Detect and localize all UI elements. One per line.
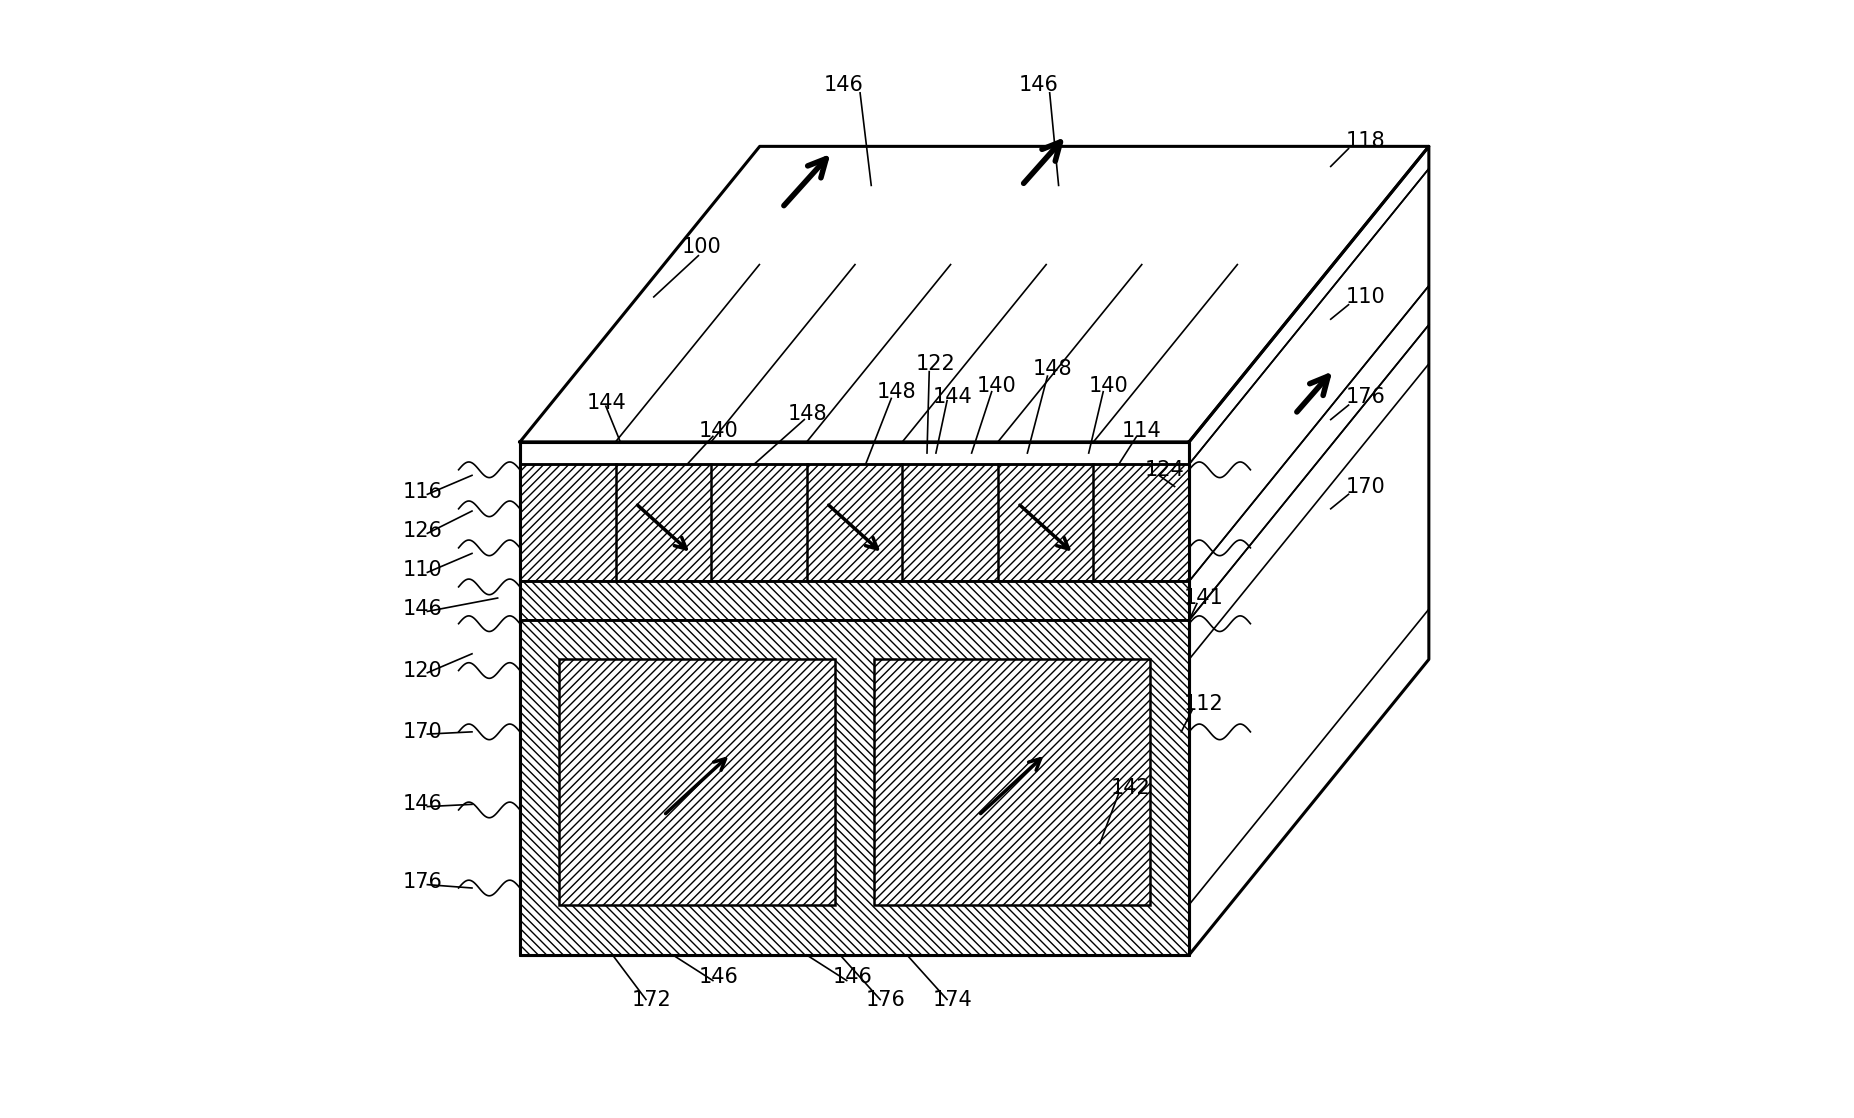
Polygon shape xyxy=(1188,146,1429,955)
Bar xyxy=(519,620,1188,955)
Text: 110: 110 xyxy=(402,560,443,580)
Text: 122: 122 xyxy=(916,353,955,373)
Bar xyxy=(873,660,1149,904)
Text: 124: 124 xyxy=(1144,459,1185,480)
Text: 144: 144 xyxy=(933,387,971,407)
Polygon shape xyxy=(519,442,1188,955)
Text: 116: 116 xyxy=(402,482,443,502)
Text: 174: 174 xyxy=(933,989,971,1010)
Text: 112: 112 xyxy=(1183,694,1224,714)
Polygon shape xyxy=(519,146,1429,442)
Text: 144: 144 xyxy=(588,392,627,413)
Text: 146: 146 xyxy=(699,967,738,987)
Text: 114: 114 xyxy=(1122,420,1162,440)
Text: 100: 100 xyxy=(682,237,721,257)
Text: 140: 140 xyxy=(977,376,1018,396)
Text: 120: 120 xyxy=(402,661,443,681)
Text: 118: 118 xyxy=(1346,131,1385,151)
Text: 176: 176 xyxy=(1346,387,1385,407)
Text: 142: 142 xyxy=(1111,778,1151,797)
Text: 172: 172 xyxy=(632,989,671,1010)
Text: 126: 126 xyxy=(402,521,443,541)
Text: 110: 110 xyxy=(1346,287,1385,307)
Text: 146: 146 xyxy=(1018,75,1059,95)
Text: 148: 148 xyxy=(877,381,916,401)
Bar xyxy=(519,464,1188,581)
Text: 146: 146 xyxy=(402,599,443,619)
Text: 148: 148 xyxy=(1033,359,1073,379)
Text: 140: 140 xyxy=(699,420,738,440)
Bar xyxy=(558,660,834,904)
Text: 170: 170 xyxy=(402,722,443,742)
Text: 170: 170 xyxy=(1346,476,1385,496)
Text: 146: 146 xyxy=(402,795,443,814)
Text: 141: 141 xyxy=(1183,588,1224,608)
Bar xyxy=(558,660,834,904)
Text: 140: 140 xyxy=(1088,376,1129,396)
Bar xyxy=(519,581,1188,620)
Bar xyxy=(873,660,1149,904)
Text: 146: 146 xyxy=(823,75,864,95)
Text: 176: 176 xyxy=(402,872,443,892)
Text: 148: 148 xyxy=(788,404,827,424)
Text: 176: 176 xyxy=(866,989,905,1010)
Text: 146: 146 xyxy=(832,967,871,987)
